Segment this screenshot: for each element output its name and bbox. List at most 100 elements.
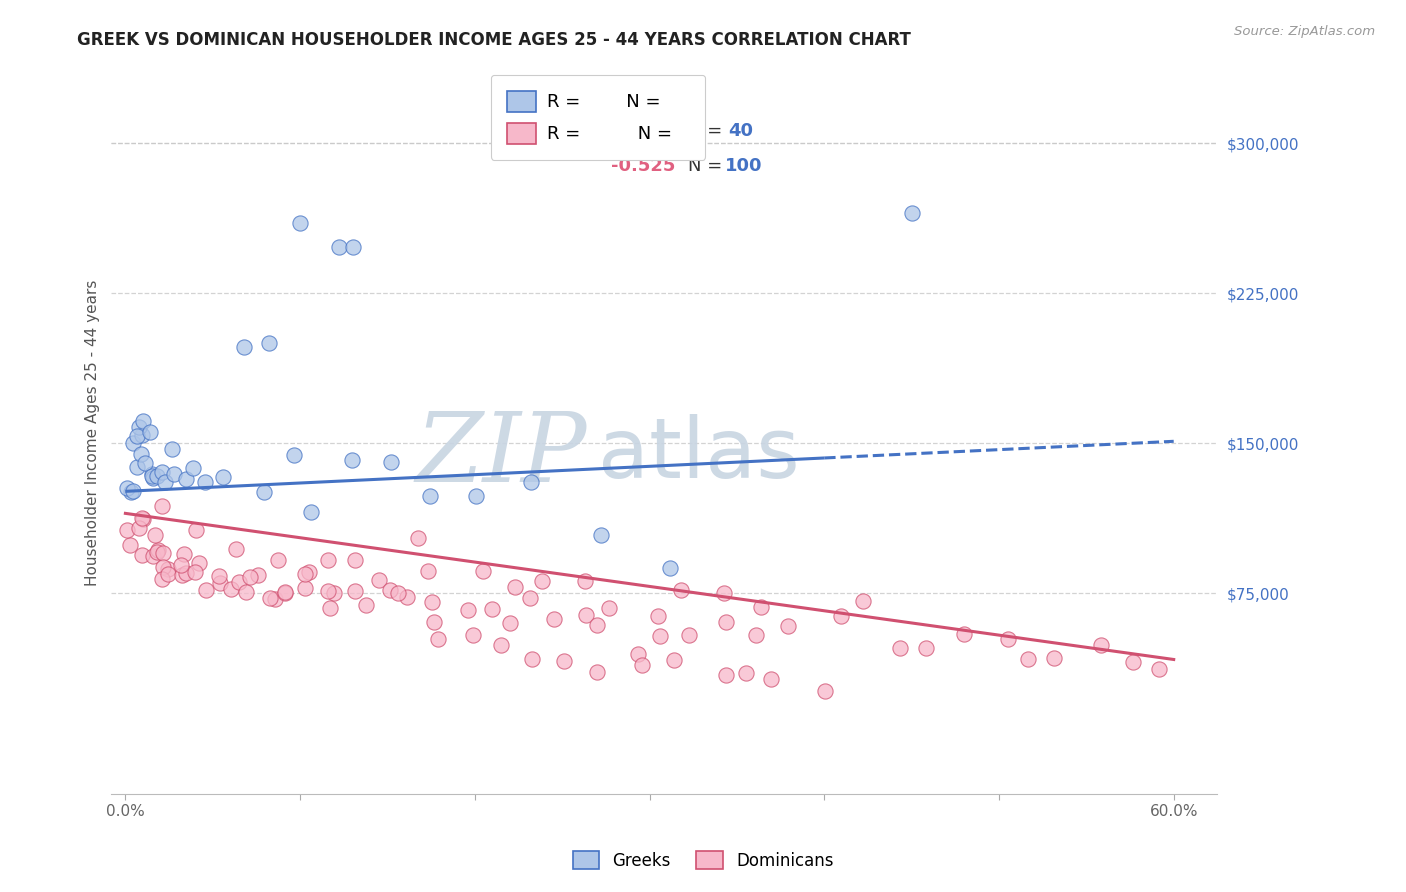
Point [239,570,262,584]
Point [627,648,650,662]
Point [288,216,311,230]
Point [208,576,231,591]
Point [319,601,342,615]
Text: N =: N = [688,157,723,176]
Text: 100: 100 [725,157,762,176]
Text: atlas: atlas [598,415,800,495]
Point [461,628,484,642]
Text: 0.047: 0.047 [623,122,681,140]
Point [889,640,911,655]
Point [150,499,173,513]
Point [212,469,235,483]
Point [132,512,155,526]
Point [575,607,598,622]
Point [396,591,419,605]
Point [153,475,176,489]
Point [1017,651,1039,665]
Point [150,465,173,479]
Point [586,617,609,632]
Point [914,641,936,656]
Point [735,665,758,680]
Point [778,619,800,633]
Point [744,627,766,641]
Point [274,584,297,599]
Point [125,429,148,443]
Point [519,591,541,606]
Point [713,586,735,600]
Text: ZIP: ZIP [416,408,586,502]
Point [194,475,217,490]
Point [148,543,170,558]
Text: GREEK VS DOMINICAN HOUSEHOLDER INCOME AGES 25 - 44 YEARS CORRELATION CHART: GREEK VS DOMINICAN HOUSEHOLDER INCOME AG… [77,31,911,49]
Point [664,653,686,667]
Point [157,561,180,575]
Point [163,467,186,482]
Point [759,673,782,687]
Point [299,505,322,519]
Point [342,240,364,254]
Point [232,340,254,354]
Point [328,240,350,254]
Point [120,538,142,552]
Point [294,567,316,582]
Point [131,548,153,562]
Point [131,511,153,525]
Point [423,615,446,629]
Point [952,627,974,641]
Point [194,582,217,597]
Point [184,565,207,579]
Point [235,585,257,599]
Point [650,629,672,643]
Point [378,582,401,597]
Point [852,594,875,608]
Point [157,567,180,582]
Point [426,632,449,647]
Point [263,591,285,606]
Point [128,520,150,534]
Point [505,580,527,594]
Point [122,436,145,450]
Point [257,336,280,351]
Point [181,461,204,475]
Text: 40: 40 [728,122,754,140]
Point [170,558,193,572]
Point [152,559,174,574]
Point [316,583,339,598]
Point [714,668,737,682]
Point [141,469,163,483]
Point [408,531,430,545]
Point [128,420,150,434]
Point [1043,650,1066,665]
Point [131,428,153,442]
Point [225,542,247,557]
Point [586,665,609,680]
Point [283,448,305,462]
Point [259,591,281,605]
Point [422,595,444,609]
Point [669,582,692,597]
Point [142,549,165,563]
Point [129,447,152,461]
Text: Source: ZipAtlas.com: Source: ZipAtlas.com [1234,25,1375,38]
Text: -0.525: -0.525 [612,157,675,176]
Point [574,574,596,588]
Point [1090,638,1112,652]
Point [465,489,488,503]
Point [531,574,554,589]
Point [354,598,377,612]
Point [749,599,772,614]
Point [830,608,852,623]
Point [481,602,503,616]
Point [120,485,142,500]
Point [344,553,367,567]
Point [122,483,145,498]
Point [598,601,620,615]
Text: N =: N = [688,122,723,140]
Point [174,472,197,486]
Point [134,456,156,470]
Point [294,581,316,595]
Point [343,583,366,598]
Point [173,547,195,561]
Point [678,627,700,641]
Point [146,468,169,483]
